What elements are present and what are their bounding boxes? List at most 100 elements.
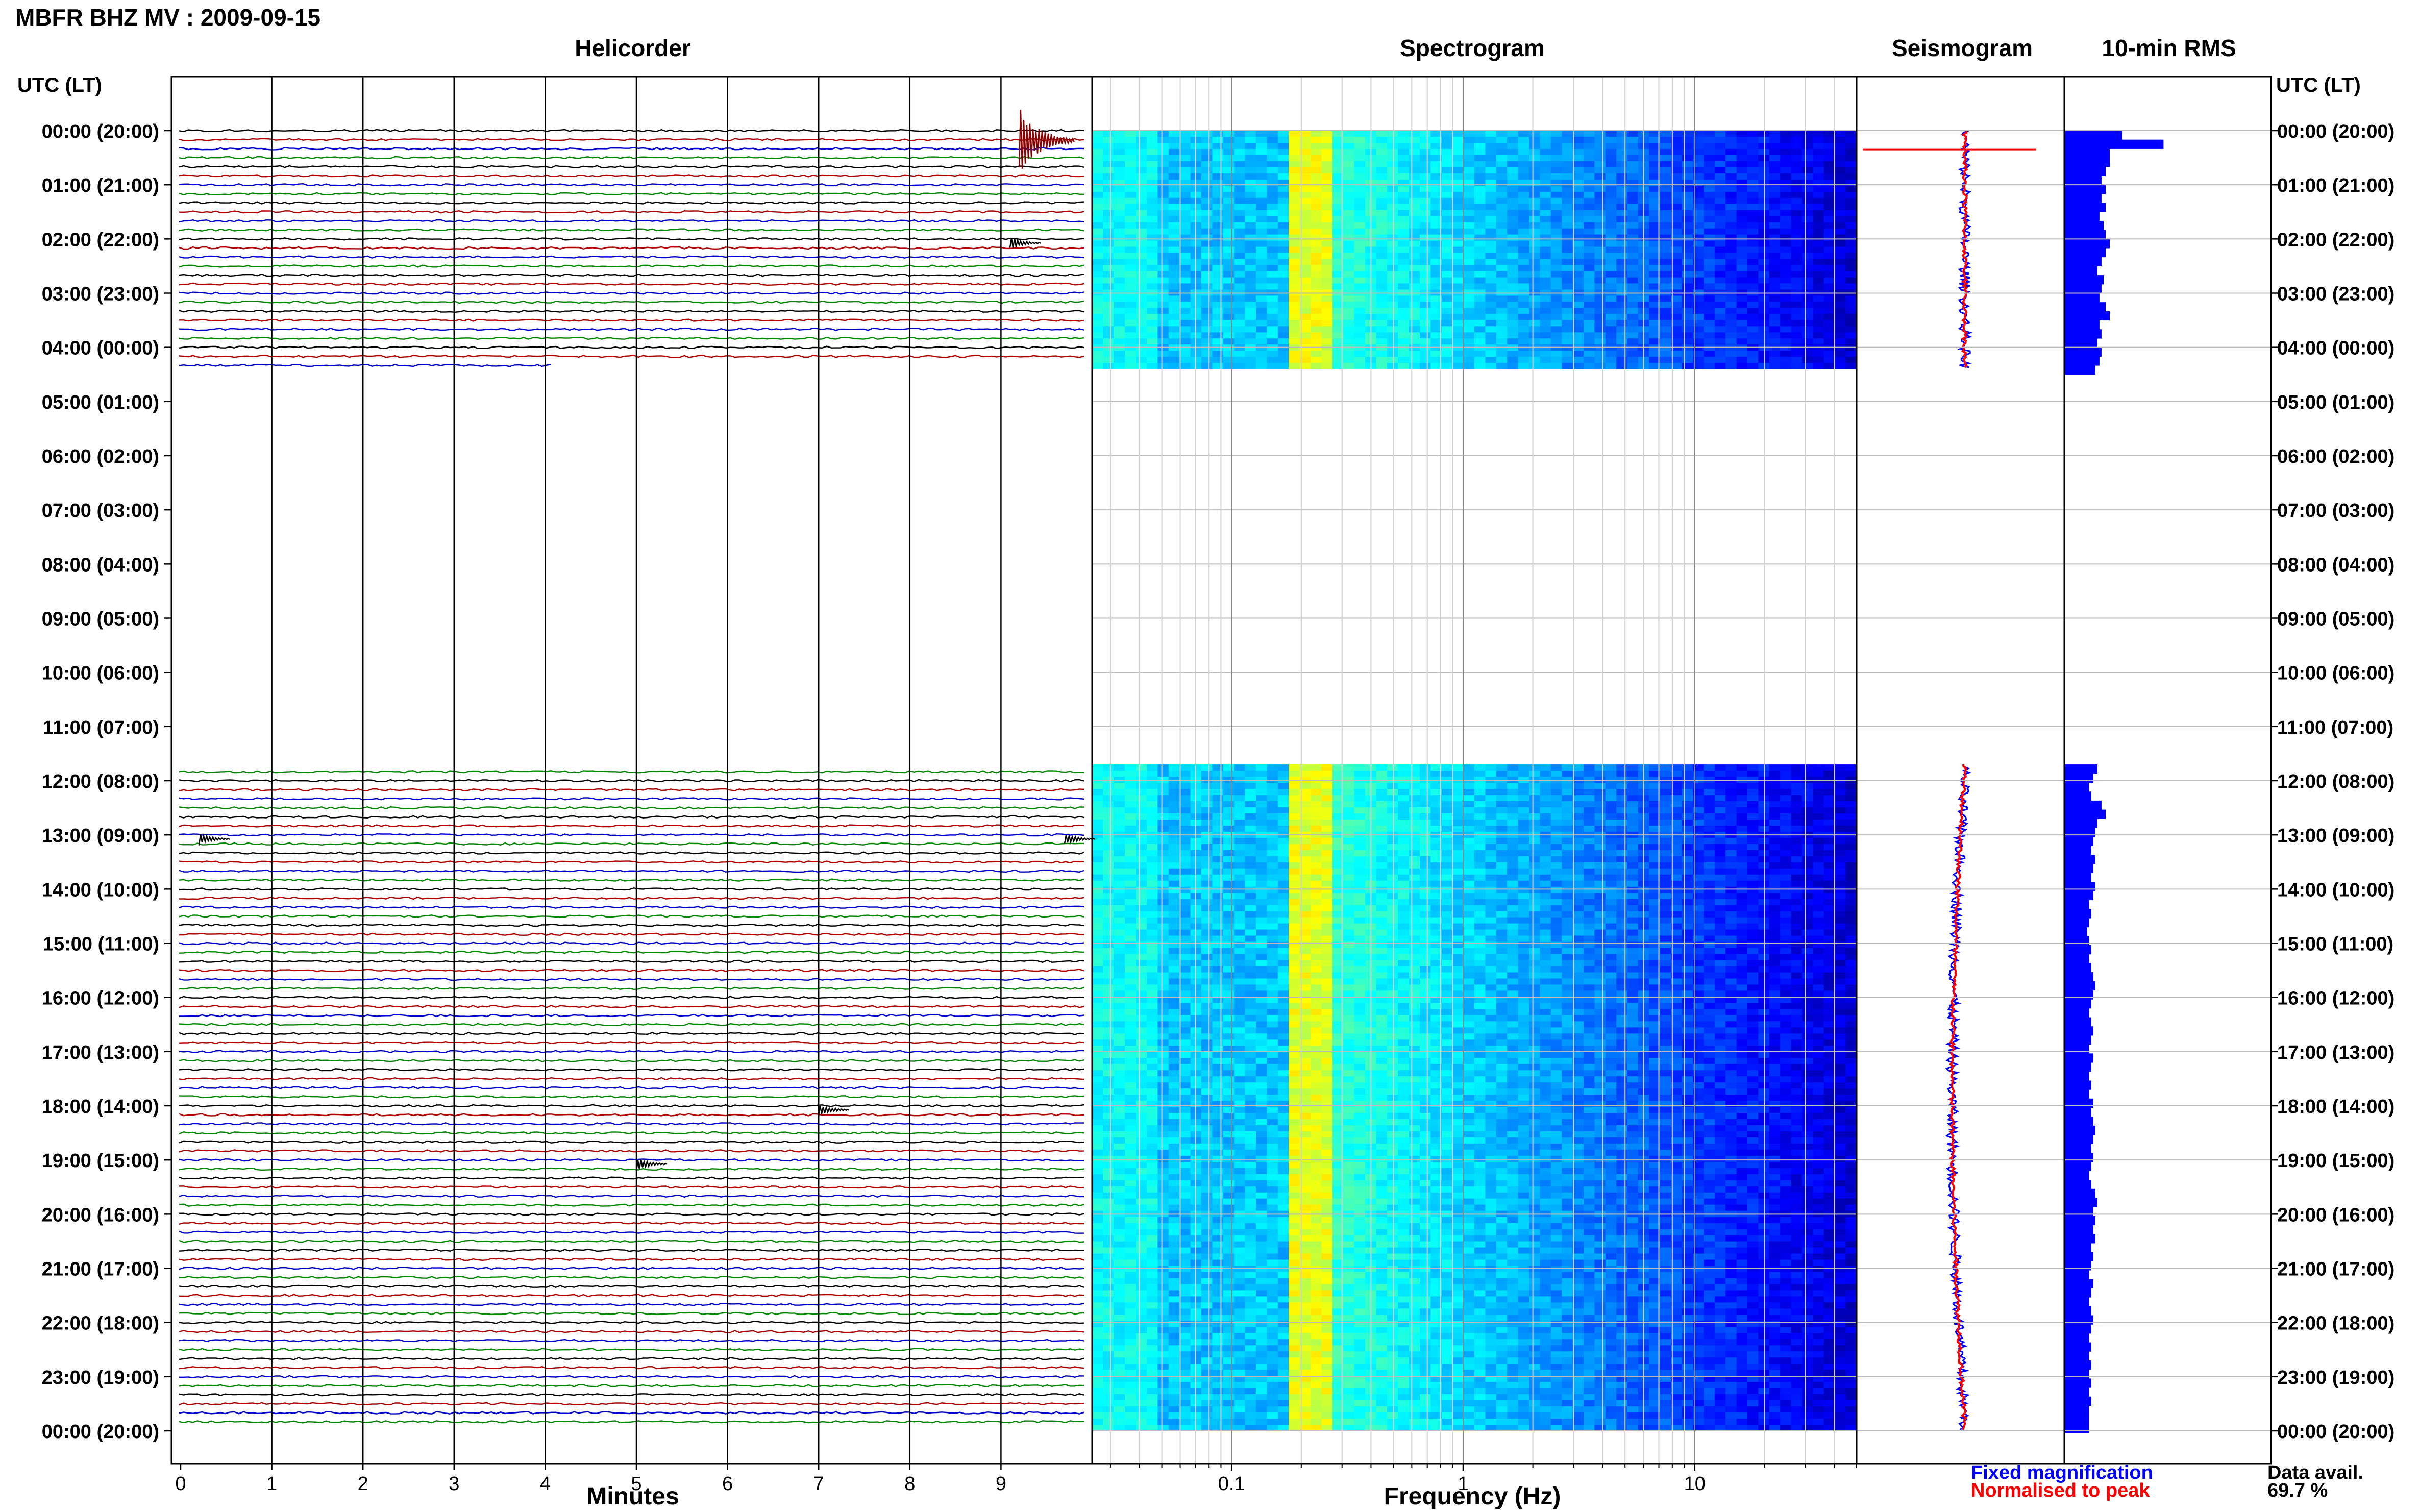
spectrogram-cell xyxy=(1736,856,1748,863)
spectrogram-cell xyxy=(1452,259,1464,266)
spectrogram-cell xyxy=(1147,844,1158,851)
spectrogram-cell xyxy=(1605,795,1617,802)
spectrogram-cell xyxy=(1693,240,1705,247)
spectrogram-cell xyxy=(1245,143,1256,150)
spectrogram-cell xyxy=(1114,880,1125,887)
spectrogram-cell xyxy=(1507,265,1519,272)
spectrogram-cell xyxy=(1430,837,1442,845)
spectrogram-cell xyxy=(1387,948,1398,955)
spectrogram-cell xyxy=(1299,899,1311,906)
spectrogram-cell xyxy=(1463,929,1475,936)
spectrogram-cell xyxy=(1474,253,1486,260)
spectrogram-cell xyxy=(1409,314,1420,320)
spectrogram-cell xyxy=(1277,295,1289,302)
spectrogram-cell xyxy=(1114,941,1125,949)
spectrogram-cell xyxy=(1529,295,1541,302)
spectrogram-cell xyxy=(1452,899,1464,906)
spectrogram-cell xyxy=(1114,265,1125,272)
spectrogram-cell xyxy=(1693,259,1705,266)
spectrogram-cell xyxy=(1627,899,1639,906)
spectrogram-cell xyxy=(1311,216,1322,223)
spectrogram-cell xyxy=(1277,868,1289,875)
spectrogram-cell xyxy=(1485,314,1497,320)
spectrogram-cell xyxy=(1321,131,1333,137)
spectrogram-cell xyxy=(1835,131,1846,137)
spectrogram-cell xyxy=(1529,777,1541,783)
spectrogram-cell xyxy=(1245,161,1256,168)
spectrogram-cell xyxy=(1671,131,1683,137)
spectrogram-cell xyxy=(1507,783,1519,789)
spectrogram-cell xyxy=(1387,363,1398,369)
spectrogram-cell xyxy=(1823,302,1835,308)
spectrogram-cell xyxy=(1354,789,1366,796)
spectrogram-cell xyxy=(1474,789,1486,796)
spectrogram-cell xyxy=(1376,228,1388,235)
spectrogram-cell xyxy=(1714,222,1726,229)
spectrogram-cell xyxy=(1780,807,1792,814)
spectrogram-cell xyxy=(1845,777,1857,783)
spectrogram-cell xyxy=(1234,246,1246,254)
spectrogram-cell xyxy=(1485,789,1497,796)
spectrogram-cell xyxy=(1605,905,1617,912)
spectrogram-cell xyxy=(1430,161,1442,168)
spectrogram-cell xyxy=(1256,960,1268,967)
spectrogram-cell xyxy=(1671,326,1683,333)
spectrogram-cell xyxy=(1234,314,1246,320)
spectrogram-cell xyxy=(1409,807,1420,814)
spectrogram-cell xyxy=(1277,844,1289,851)
spectrogram-cell xyxy=(1562,216,1573,223)
spectrogram-cell xyxy=(1147,210,1158,217)
spectrogram-cell xyxy=(1714,905,1726,912)
spectrogram-cell xyxy=(1311,813,1322,820)
spectrogram-cell xyxy=(1289,210,1300,217)
spectrogram-cell xyxy=(1343,131,1355,137)
spectrogram-cell xyxy=(1562,826,1573,832)
spectrogram-cell xyxy=(1245,917,1256,924)
spectrogram-cell xyxy=(1387,137,1398,143)
spectrogram-cell xyxy=(1463,807,1475,814)
spectrogram-cell xyxy=(1562,332,1573,339)
spectrogram-cell xyxy=(1376,783,1388,789)
spectrogram-cell xyxy=(1518,314,1529,320)
spectrogram-cell xyxy=(1387,314,1398,320)
spectrogram-cell xyxy=(1704,302,1715,308)
spectrogram-cell xyxy=(1125,204,1137,211)
spectrogram-cell xyxy=(1693,789,1705,796)
spectrogram-cell xyxy=(1605,326,1617,333)
spectrogram-cell xyxy=(1343,850,1355,857)
spectrogram-cell xyxy=(1616,874,1628,881)
spectrogram-cell xyxy=(1649,204,1661,211)
spectrogram-cell xyxy=(1682,363,1693,369)
spectrogram-cell xyxy=(1693,210,1705,217)
spectrogram-cell xyxy=(1092,253,1104,260)
spectrogram-cell xyxy=(1660,204,1671,211)
spectrogram-cell xyxy=(1343,302,1355,308)
spectrogram-cell xyxy=(1605,173,1617,180)
spectrogram-cell xyxy=(1496,283,1508,290)
spectrogram-cell xyxy=(1823,948,1835,955)
spectrogram-cell xyxy=(1125,886,1137,894)
spectrogram-cell xyxy=(1409,868,1420,875)
spectrogram-cell xyxy=(1660,326,1671,333)
spectrogram-cell xyxy=(1452,253,1464,260)
spectrogram-cell xyxy=(1835,363,1846,369)
spectrogram-cell xyxy=(1485,837,1497,845)
spectrogram-cell xyxy=(1747,234,1759,241)
spectrogram-cell xyxy=(1168,850,1180,857)
spectrogram-cell xyxy=(1343,148,1355,156)
spectrogram-cell xyxy=(1212,807,1224,814)
spectrogram-cell xyxy=(1321,295,1333,302)
spectrogram-cell xyxy=(1671,801,1683,808)
spectrogram-cell xyxy=(1649,856,1661,863)
spectrogram-cell xyxy=(1791,813,1803,820)
spectrogram-cell xyxy=(1671,253,1683,260)
spectrogram-cell xyxy=(1256,771,1268,777)
spectrogram-cell xyxy=(1157,240,1169,247)
spectrogram-cell xyxy=(1179,954,1191,961)
spectrogram-cell xyxy=(1147,302,1158,308)
spectrogram-cell xyxy=(1256,795,1268,802)
spectrogram-cell xyxy=(1780,204,1792,211)
spectrogram-cell xyxy=(1780,783,1792,789)
spectrogram-cell xyxy=(1223,314,1235,320)
spectrogram-cell xyxy=(1507,167,1519,174)
